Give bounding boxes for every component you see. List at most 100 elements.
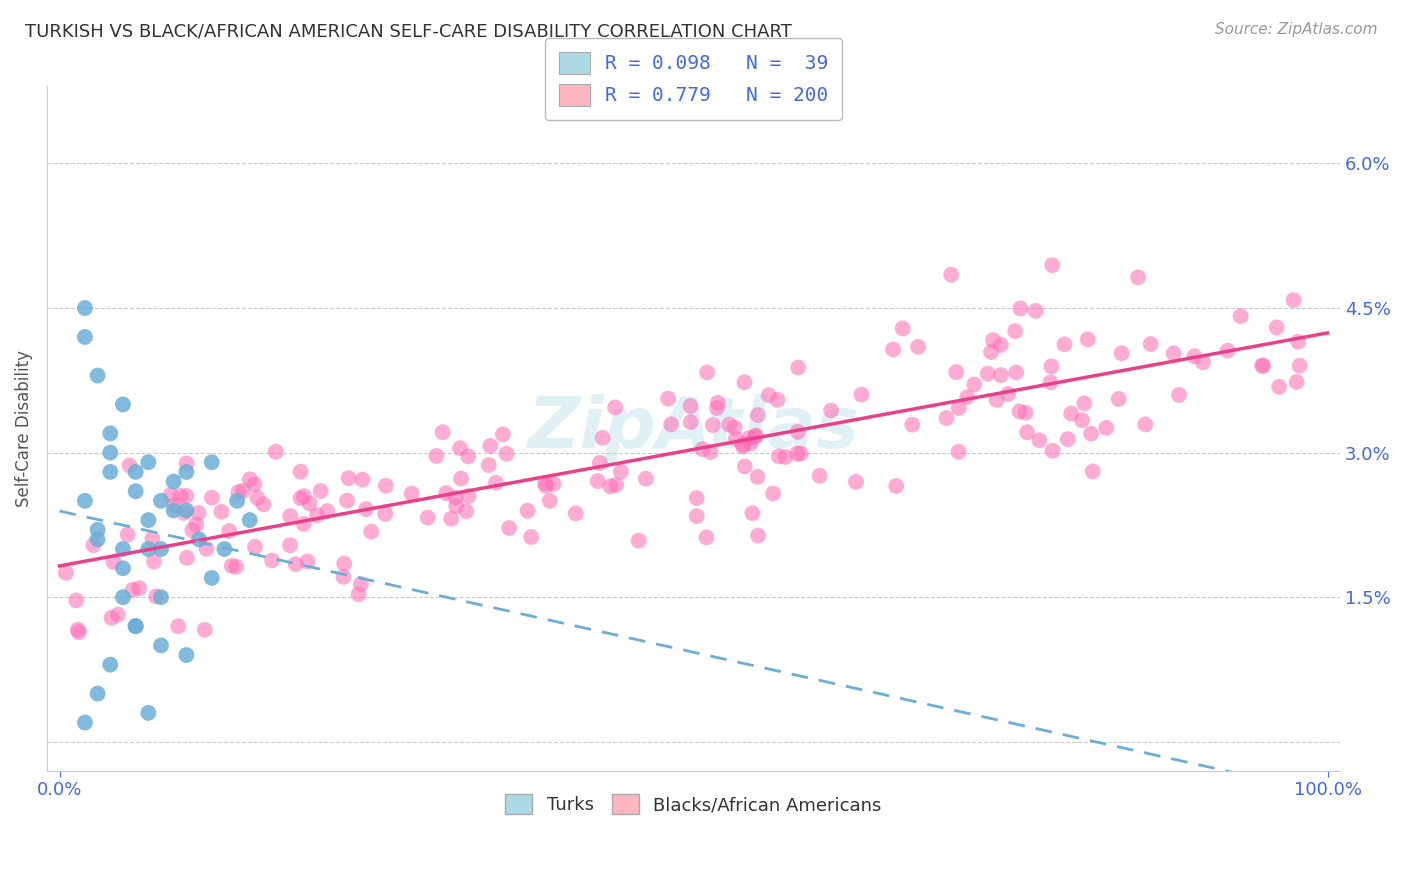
Point <box>787 425 810 439</box>
Point <box>1111 346 1133 360</box>
Point <box>731 439 754 453</box>
Point <box>278 509 301 524</box>
Point <box>136 706 159 720</box>
Point <box>1286 334 1309 349</box>
Point <box>350 577 373 591</box>
Point <box>98 426 121 441</box>
Point <box>599 479 621 493</box>
Point <box>520 530 543 544</box>
Point <box>692 442 714 457</box>
Point <box>738 431 761 445</box>
Point <box>479 439 502 453</box>
Point <box>226 493 249 508</box>
Point <box>73 330 96 344</box>
Point <box>143 555 166 569</box>
Point <box>1028 434 1050 448</box>
Point <box>292 516 315 531</box>
Point <box>747 408 769 422</box>
Point <box>1008 404 1031 418</box>
Point <box>592 431 614 445</box>
Point <box>98 445 121 459</box>
Point <box>214 541 236 556</box>
Point <box>239 513 262 527</box>
Point <box>605 478 627 492</box>
Point <box>332 570 354 584</box>
Point <box>82 538 104 552</box>
Point <box>194 623 217 637</box>
Point <box>66 623 89 637</box>
Point <box>159 488 181 502</box>
Point <box>181 523 204 537</box>
Point <box>243 540 266 554</box>
Point <box>686 509 709 524</box>
Point <box>679 399 702 413</box>
Point <box>627 533 650 548</box>
Point <box>1014 406 1036 420</box>
Point <box>787 360 810 375</box>
Point <box>741 506 763 520</box>
Point <box>297 554 319 568</box>
Point <box>136 513 159 527</box>
Point <box>86 368 108 383</box>
Point <box>1039 376 1062 390</box>
Point <box>307 508 329 523</box>
Point <box>543 477 565 491</box>
Point <box>747 470 769 484</box>
Point <box>352 473 374 487</box>
Point <box>111 561 134 575</box>
Point <box>86 533 108 547</box>
Point <box>107 607 129 622</box>
Point <box>1056 432 1078 446</box>
Point <box>124 465 146 479</box>
Point <box>336 493 359 508</box>
Point <box>184 517 207 532</box>
Point <box>981 333 1004 347</box>
Point <box>176 457 198 471</box>
Point <box>659 417 682 432</box>
Point <box>440 512 463 526</box>
Point <box>434 486 457 500</box>
Point <box>55 566 77 580</box>
Point <box>734 459 756 474</box>
Point <box>565 507 588 521</box>
Point <box>884 479 907 493</box>
Point <box>1042 443 1064 458</box>
Point <box>1108 392 1130 406</box>
Point <box>169 489 191 503</box>
Text: TURKISH VS BLACK/AFRICAN AMERICAN SELF-CARE DISABILITY CORRELATION CHART: TURKISH VS BLACK/AFRICAN AMERICAN SELF-C… <box>25 22 792 40</box>
Point <box>1040 258 1063 272</box>
Point <box>1015 425 1038 440</box>
Point <box>98 465 121 479</box>
Text: ZipAtlas: ZipAtlas <box>527 394 859 463</box>
Point <box>121 582 143 597</box>
Point <box>586 474 609 488</box>
Point <box>1192 355 1215 369</box>
Point <box>1040 359 1063 374</box>
Point <box>1010 301 1032 316</box>
Point <box>1251 359 1274 373</box>
Point <box>610 465 633 479</box>
Point <box>1285 375 1308 389</box>
Point <box>432 425 454 439</box>
Point <box>118 458 141 473</box>
Point <box>605 401 627 415</box>
Point <box>891 321 914 335</box>
Point <box>990 338 1012 352</box>
Point <box>150 591 173 605</box>
Point <box>173 506 195 520</box>
Point <box>67 625 90 640</box>
Point <box>145 590 167 604</box>
Point <box>167 619 190 633</box>
Point <box>766 392 789 407</box>
Point <box>516 504 538 518</box>
Point <box>851 387 873 401</box>
Point <box>73 301 96 315</box>
Point <box>117 527 139 541</box>
Point <box>290 491 312 505</box>
Point <box>176 648 198 662</box>
Point <box>176 503 198 517</box>
Point <box>882 343 904 357</box>
Point <box>702 418 724 433</box>
Point <box>963 377 986 392</box>
Point <box>221 558 243 573</box>
